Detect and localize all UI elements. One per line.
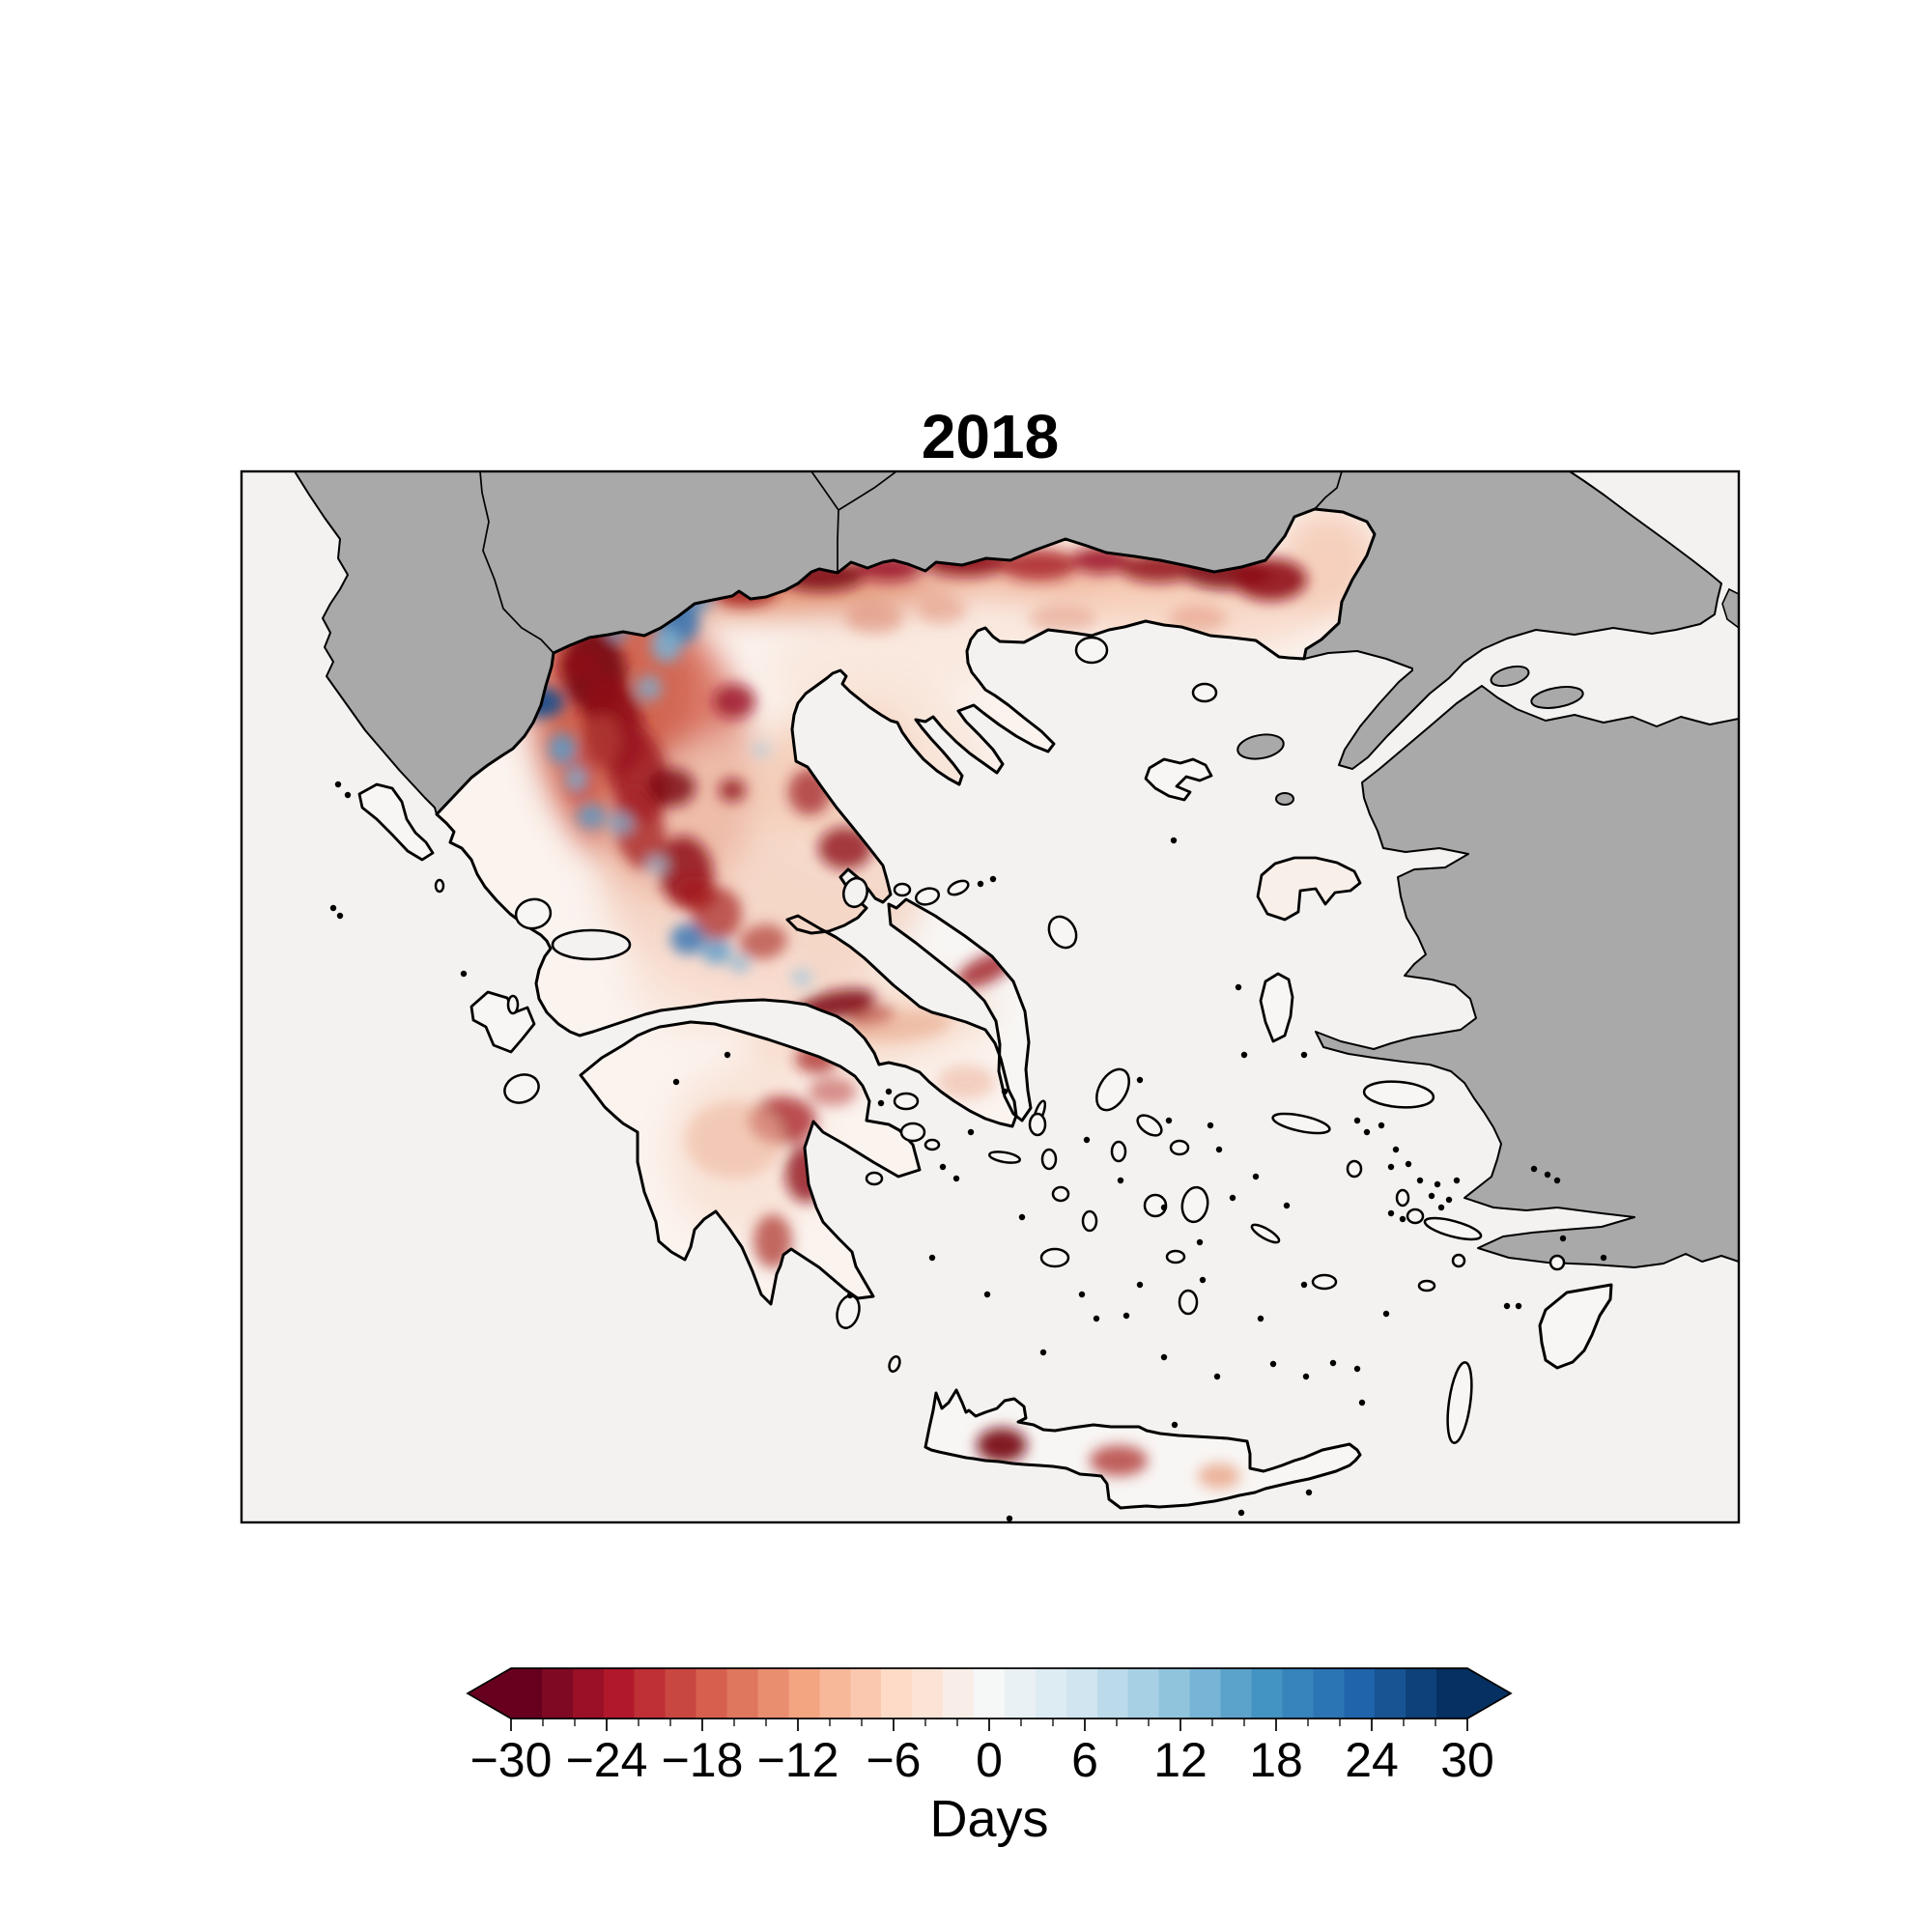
svg-text:−30: −30 bbox=[470, 1733, 553, 1787]
svg-text:2018: 2018 bbox=[922, 402, 1059, 471]
svg-text:−24: −24 bbox=[566, 1733, 648, 1787]
svg-text:0: 0 bbox=[976, 1733, 1003, 1787]
svg-text:−18: −18 bbox=[662, 1733, 744, 1787]
svg-text:−12: −12 bbox=[757, 1733, 839, 1787]
svg-text:−6: −6 bbox=[866, 1733, 921, 1787]
svg-text:24: 24 bbox=[1345, 1733, 1399, 1787]
svg-text:12: 12 bbox=[1153, 1733, 1208, 1787]
svg-text:30: 30 bbox=[1440, 1733, 1494, 1787]
svg-text:18: 18 bbox=[1249, 1733, 1303, 1787]
svg-text:Days: Days bbox=[929, 1790, 1048, 1848]
svg-text:6: 6 bbox=[1071, 1733, 1098, 1787]
